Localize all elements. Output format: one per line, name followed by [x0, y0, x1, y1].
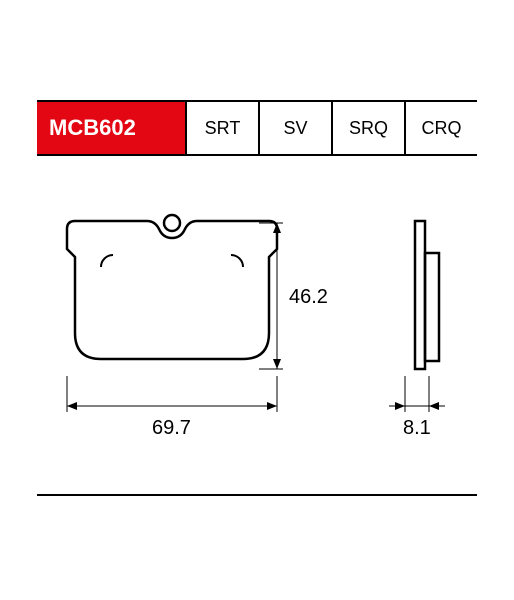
spec-sheet: MCB602 SRT SV SRQ CRQ TRW — [37, 100, 477, 500]
arrow-right — [267, 402, 277, 410]
width-value: 69.7 — [152, 417, 191, 439]
friction-material — [425, 253, 439, 361]
variant-label: CRQ — [422, 118, 462, 139]
header-row: MCB602 SRT SV SRQ CRQ — [37, 100, 477, 156]
dimension-width: 69.7 — [57, 376, 287, 446]
brake-pad-front-view — [57, 211, 287, 381]
arrow-bottom — [273, 359, 281, 369]
product-code-cell: MCB602 — [37, 102, 187, 154]
inner-radius-right — [231, 255, 243, 267]
arrow-right — [429, 402, 439, 410]
variant-label: SV — [283, 118, 307, 139]
backing-plate — [415, 221, 425, 369]
mounting-hole — [164, 215, 180, 231]
brake-pad-side-view — [409, 211, 449, 381]
variant-label: SRT — [205, 118, 241, 139]
thickness-value: 8.1 — [403, 417, 431, 439]
inner-radius-left — [101, 255, 113, 267]
variant-cell-0: SRT — [187, 102, 260, 154]
arrow-left — [67, 402, 77, 410]
variant-label: SRQ — [349, 118, 388, 139]
variant-cell-1: SV — [260, 102, 333, 154]
variant-cell-3: CRQ — [406, 102, 477, 154]
arrow-left — [395, 402, 405, 410]
variant-cell-2: SRQ — [333, 102, 406, 154]
dimension-thickness: 8.1 — [389, 376, 459, 446]
pad-outline — [67, 221, 277, 359]
dimension-height: 46.2 — [259, 211, 359, 381]
height-value: 46.2 — [289, 286, 328, 308]
product-code: MCB602 — [49, 115, 136, 141]
diagram-area: TRW 46.2 — [37, 156, 477, 496]
arrow-top — [273, 223, 281, 233]
